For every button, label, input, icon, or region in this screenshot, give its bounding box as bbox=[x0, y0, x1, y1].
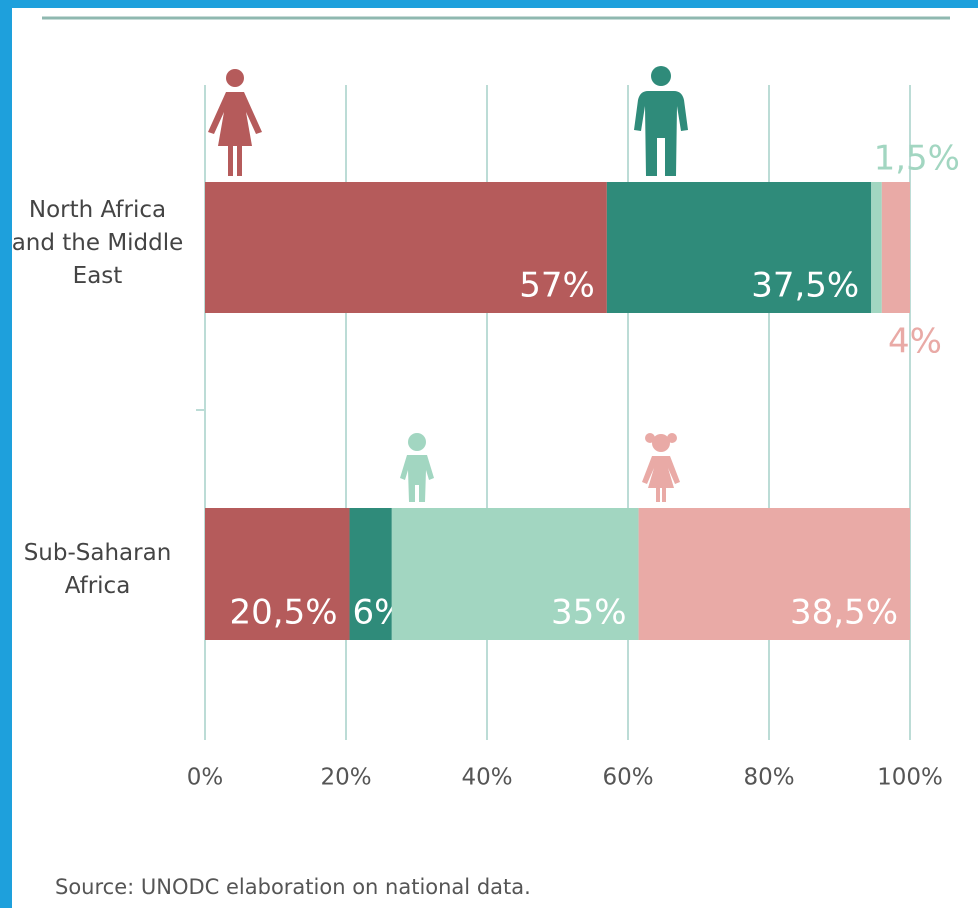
category-label: Sub-Saharan Africa bbox=[23, 540, 172, 599]
x-tick-label: 60% bbox=[602, 765, 653, 791]
bar-segment bbox=[391, 508, 639, 640]
bar-segment bbox=[349, 508, 392, 640]
category-label: North Africa and the Middle East bbox=[11, 197, 184, 289]
bar-segment bbox=[205, 508, 350, 640]
x-tick-label: 20% bbox=[320, 765, 371, 791]
woman-icon bbox=[208, 69, 262, 176]
bar-segment bbox=[205, 182, 607, 313]
value-label: 35% bbox=[551, 593, 627, 633]
boy-icon bbox=[400, 433, 434, 502]
x-tick-label: 80% bbox=[743, 765, 794, 791]
value-label: 38,5% bbox=[790, 593, 898, 633]
value-label: 4% bbox=[888, 322, 942, 362]
source-note: Source: UNODC elaboration on national da… bbox=[55, 875, 531, 899]
bar-segment bbox=[638, 508, 910, 640]
bar-segment bbox=[881, 182, 910, 313]
x-tick-label: 40% bbox=[461, 765, 512, 791]
value-label: 20,5% bbox=[230, 593, 338, 633]
x-tick-label: 100% bbox=[877, 765, 943, 791]
x-tick-label: 0% bbox=[187, 765, 224, 791]
panel bbox=[12, 8, 978, 908]
value-label: 57% bbox=[519, 266, 595, 306]
girl-icon bbox=[642, 433, 680, 502]
bar-segment bbox=[871, 182, 882, 313]
man-icon bbox=[634, 66, 688, 176]
value-label: 1,5% bbox=[874, 139, 960, 179]
bar-segment bbox=[606, 182, 872, 313]
value-label: 37,5% bbox=[751, 266, 859, 306]
